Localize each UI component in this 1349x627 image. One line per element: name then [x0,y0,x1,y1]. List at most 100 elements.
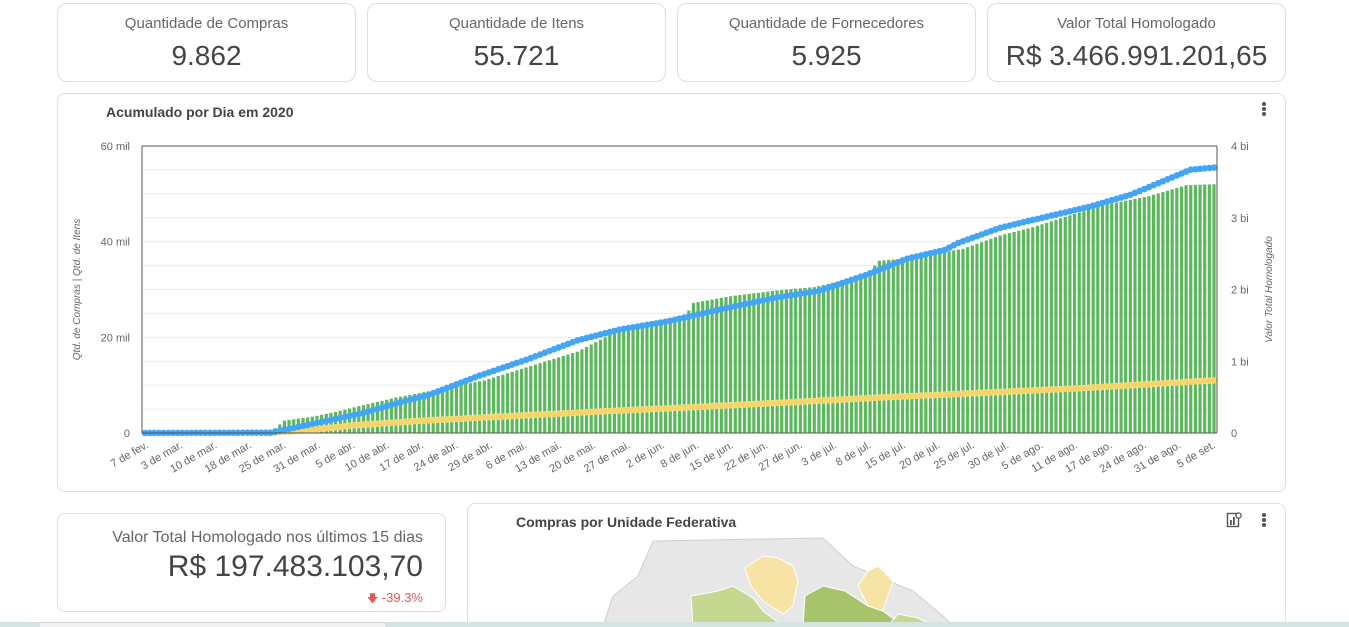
bar-qtd-itens [914,256,919,433]
bar-qtd-itens [863,275,868,433]
point-qtd-compras [615,407,623,414]
chart-settings-icon[interactable] [1226,512,1242,528]
bar-qtd-itens [812,287,816,433]
point-qtd-compras [917,392,925,399]
bar-qtd-itens [663,320,668,433]
point-qtd-compras [885,393,892,401]
bar-qtd-itens [756,292,761,433]
bar-qtd-itens [896,259,900,433]
bar-qtd-itens [789,289,793,433]
point-qtd-compras [834,396,841,404]
right-axis-tick: 4 bi [1231,141,1249,153]
point-qtd-compras [755,400,762,408]
bottom-tab[interactable] [40,622,385,627]
bar-qtd-itens [566,354,570,433]
right-axis-tick: 2 bi [1231,285,1249,297]
point-qtd-compras [546,410,553,418]
map-panel-uf: Compras por Unidade Federativa [467,503,1286,627]
bar-qtd-itens [877,260,881,433]
bar-qtd-itens [784,289,788,433]
bar-qtd-itens [533,364,538,433]
kpi-card-compras: Quantidade de Compras 9.862 [57,3,356,82]
point-qtd-compras [611,407,618,415]
point-qtd-compras [927,391,934,399]
bar-qtd-itens [501,374,505,433]
point-qtd-compras [680,404,688,411]
brazil-map[interactable] [583,536,963,626]
point-qtd-compras [476,414,483,421]
bar-qtd-itens [650,322,654,433]
bar-qtd-itens [882,260,886,433]
point-qtd-compras [639,406,646,413]
bar-qtd-itens [552,358,556,433]
bar-qtd-itens [691,302,696,433]
bar-qtd-itens [1049,221,1053,433]
bar-qtd-itens [636,325,640,433]
bar-qtd-itens [705,300,709,433]
map-state-roraima[interactable] [744,555,799,615]
bar-qtd-itens [1026,228,1030,433]
bar-qtd-itens [1179,186,1184,433]
bar-qtd-itens [910,257,914,433]
bar-qtd-itens [677,318,682,433]
bar-qtd-itens [510,371,514,433]
point-qtd-compras [806,397,813,405]
point-qtd-compras [736,401,744,409]
bar-qtd-itens [1207,184,1211,433]
kebab-vertical-icon[interactable] [1258,512,1270,528]
bar-qtd-itens [747,293,751,433]
bar-qtd-itens [1017,230,1021,433]
bar-qtd-itens [580,349,584,433]
bar-qtd-itens [780,290,784,433]
bar-qtd-itens [608,334,612,433]
point-qtd-compras [597,408,604,415]
point-qtd-compras [852,395,860,403]
bar-qtd-itens [1175,187,1179,433]
point-qtd-compras [727,401,734,409]
point-qtd-compras [797,398,804,405]
map-state-amapa[interactable] [857,565,894,612]
point-qtd-compras [643,405,651,413]
bar-qtd-itens [571,353,575,433]
point-qtd-compras [838,396,846,403]
point-qtd-compras [959,390,967,397]
bar-qtd-itens [752,293,756,433]
left-axis-title: Qtd. de Compras | Qtd. de Itens [72,219,83,361]
left-axis-tick: 40 mil [101,237,130,249]
point-qtd-compras [1057,385,1064,393]
right-axis-tick: 0 [1231,428,1237,440]
bar-qtd-itens [668,319,672,433]
point-qtd-compras [880,394,888,401]
bar-qtd-itens [1165,190,1170,433]
summary-label: Valor Total Homologado nos últimos 15 di… [112,529,423,546]
point-qtd-compras [666,404,674,412]
bar-qtd-itens [380,400,384,433]
bar-qtd-itens [952,250,956,433]
point-qtd-compras [518,412,525,419]
point-qtd-compras [555,410,562,417]
arrow-down-icon: 🡇 [366,593,379,605]
x-axis-tick: 3 de jul. [800,439,839,469]
bar-qtd-itens [589,344,593,433]
point-qtd-compras [978,389,985,397]
point-qtd-compras [815,397,823,405]
bar-qtd-itens [1035,225,1039,433]
bar-qtd-itens [794,288,798,433]
point-qtd-compras [945,391,953,398]
bar-qtd-itens [454,385,459,433]
bar-qtd-itens [873,265,877,433]
bar-qtd-itens [984,240,988,433]
bar-qtd-itens [1068,215,1072,433]
kebab-vertical-icon[interactable] [1258,101,1270,117]
summary-card-15-dias: Valor Total Homologado nos últimos 15 di… [57,513,446,612]
point-qtd-compras [587,408,595,416]
point-qtd-compras [955,390,962,398]
bar-qtd-itens [617,331,621,433]
chart-panel-title: Acumulado por Dia em 2020 [106,104,294,120]
bar-qtd-itens [970,245,974,433]
bar-qtd-itens [357,406,361,433]
bar-qtd-itens [1096,207,1100,433]
point-qtd-compras [490,413,497,421]
bar-qtd-itens [352,407,356,433]
point-qtd-compras [439,416,446,423]
